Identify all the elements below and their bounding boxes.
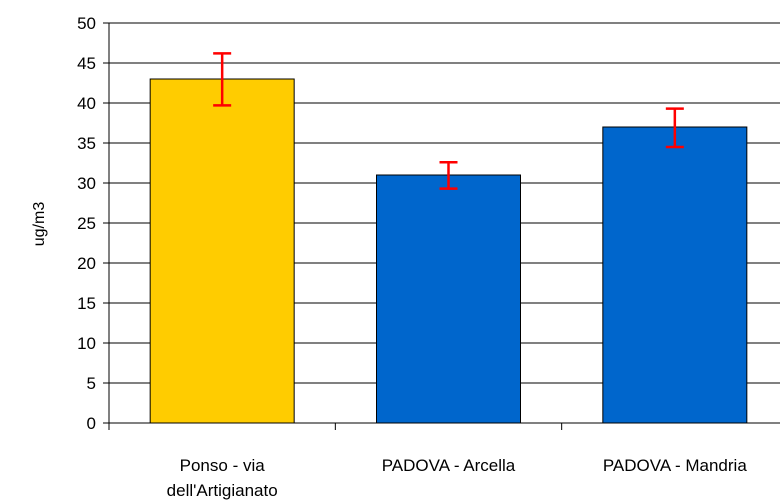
x-tick-label: PADOVA - Mandria xyxy=(603,456,747,475)
x-tick-label: dell'Artigianato xyxy=(167,481,278,500)
y-tick-label: 15 xyxy=(77,294,96,313)
axes xyxy=(103,22,780,430)
x-tick-label: Ponso - via xyxy=(180,456,266,475)
y-tick-label: 10 xyxy=(77,334,96,353)
error-bars xyxy=(213,52,684,190)
y-tick-label: 50 xyxy=(77,14,96,33)
bar xyxy=(602,126,748,424)
y-tick-label: 35 xyxy=(77,134,96,153)
y-tick-label: 5 xyxy=(87,374,96,393)
y-axis-label: ug/m3 xyxy=(31,202,48,247)
y-tick-label: 45 xyxy=(77,54,96,73)
y-tick-label: 25 xyxy=(77,214,96,233)
bar xyxy=(376,174,521,424)
bars xyxy=(149,78,748,424)
x-tick-label: PADOVA - Arcella xyxy=(382,456,516,475)
y-tick-label: 0 xyxy=(87,414,96,433)
x-tick-labels: Ponso - via dell'Artigianato PADOVA - Arce… xyxy=(167,456,748,500)
y-tick-label: 40 xyxy=(77,94,96,113)
y-tick-labels: 0 5 10 15 20 25 30 35 40 45 50 xyxy=(77,14,96,433)
bar xyxy=(149,78,295,424)
y-tick-label: 20 xyxy=(77,254,96,273)
y-tick-label: 30 xyxy=(77,174,96,193)
